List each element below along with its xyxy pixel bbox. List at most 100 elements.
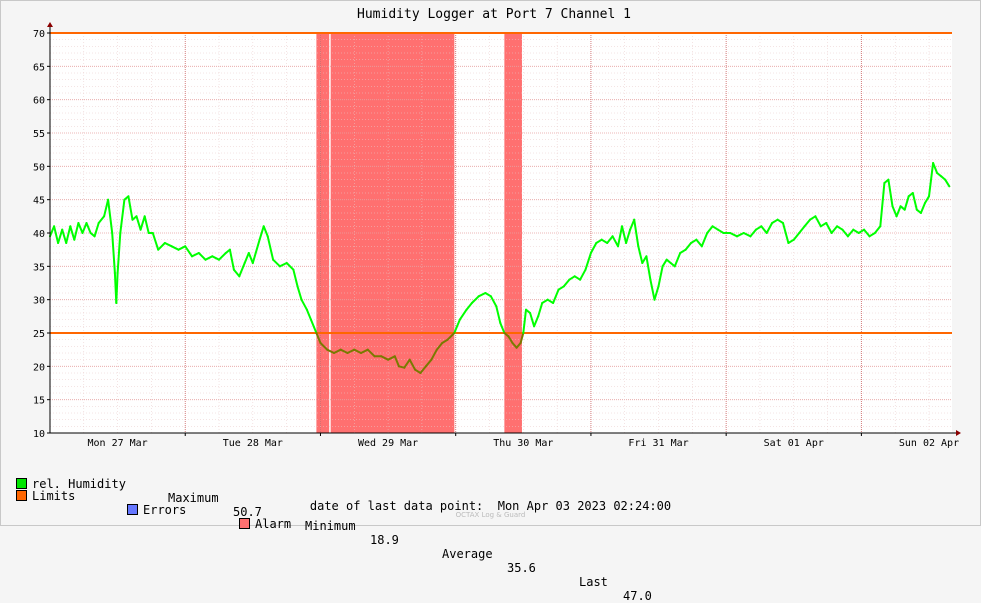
humidity-segment	[771, 218, 779, 224]
humidity-point	[529, 312, 531, 314]
humidity-point	[798, 232, 801, 234]
humidity-point	[81, 232, 84, 234]
humidity-segment	[700, 232, 709, 248]
last-data-point-value: Mon Apr 03 2023 02:24:00	[497, 499, 672, 513]
humidity-point	[633, 218, 636, 221]
stat-last-value: 47.0	[623, 589, 652, 603]
humidity-point	[749, 235, 752, 238]
humidity-segment	[792, 232, 801, 241]
humidity-point	[803, 225, 806, 228]
humidity-point	[717, 228, 719, 231]
humidity-segment	[717, 228, 725, 234]
humidity-point	[661, 265, 664, 268]
humidity-point	[629, 228, 631, 231]
humidity-segment	[903, 195, 910, 211]
humidity-point	[306, 308, 308, 311]
humidity-point	[61, 228, 64, 231]
humidity-segment	[243, 252, 250, 264]
humidity-point	[123, 198, 126, 201]
humidity-segment	[633, 218, 640, 248]
legend-errors-label: Errors	[143, 503, 187, 517]
humidity-segment	[419, 365, 427, 374]
humidity-segment	[177, 245, 187, 251]
humidity-point	[579, 278, 581, 281]
humidity-segment	[645, 255, 652, 281]
humidity-point	[157, 248, 160, 251]
humidity-point	[279, 265, 281, 268]
humidity-point	[706, 232, 709, 234]
y-tick-label: 25	[33, 329, 45, 340]
humidity-point	[441, 342, 444, 344]
humidity-segment	[589, 242, 598, 254]
humidity-segment	[127, 195, 134, 221]
humidity-segment	[258, 225, 265, 241]
humidity-point	[924, 202, 926, 204]
humidity-point	[552, 302, 554, 304]
humidity-point	[606, 242, 609, 244]
humidity-point	[131, 218, 134, 221]
humidity-segment	[924, 195, 930, 204]
humidity-point	[546, 298, 549, 301]
humidity-point	[435, 348, 438, 351]
last-data-point-label: date of last data point:	[309, 499, 484, 513]
humidity-segment	[184, 245, 193, 258]
alarm-swatch	[239, 518, 250, 529]
humidity-segment	[928, 162, 935, 198]
humidity-point	[563, 285, 565, 288]
humidity-segment	[305, 308, 312, 321]
humidity-point	[771, 222, 773, 224]
humidity-segment	[111, 232, 116, 274]
humidity-segment	[93, 222, 100, 238]
y-tick-label: 30	[33, 296, 45, 307]
humidity-segment	[139, 215, 146, 231]
humidity-point	[557, 288, 560, 291]
humidity-point	[841, 228, 844, 231]
humidity-point	[760, 225, 763, 228]
humidity-point	[346, 352, 349, 354]
humidity-point	[446, 338, 449, 341]
legend-limits: Limits	[16, 489, 75, 503]
humidity-point	[814, 215, 817, 218]
humidity-segment	[765, 222, 774, 234]
stat-average-label: Average	[442, 547, 493, 561]
humidity-point	[218, 258, 220, 261]
humidity-segment	[579, 268, 587, 281]
humidity-point	[541, 302, 544, 304]
humidity-segment	[606, 235, 614, 244]
humidity-point	[499, 322, 502, 324]
humidity-point	[657, 285, 660, 288]
humidity-point	[69, 225, 72, 228]
humidity-point	[197, 252, 200, 254]
humidity-point	[537, 315, 540, 318]
humidity-segment	[814, 215, 822, 228]
y-tick-label: 20	[33, 362, 45, 373]
humidity-segment	[557, 285, 565, 291]
humidity-point	[238, 275, 241, 278]
humidity-segment	[163, 242, 173, 248]
legend-alarm-label: Alarm	[255, 517, 292, 531]
humidity-point	[729, 232, 732, 234]
humidity-segment	[625, 228, 632, 244]
humidity-point	[525, 308, 527, 311]
humidity-point	[93, 235, 96, 238]
humidity-point	[928, 195, 930, 198]
humidity-point	[522, 332, 525, 334]
humidity-point	[484, 292, 487, 294]
humidity-point	[65, 242, 68, 244]
humidity-point	[868, 235, 871, 238]
humidity-point	[490, 295, 492, 298]
humidity-segment	[346, 348, 356, 354]
humidity-point	[147, 232, 150, 234]
humidity-point	[533, 325, 535, 328]
humidity-point	[863, 228, 865, 231]
humidity-segment	[657, 265, 664, 288]
limit-lines	[50, 32, 952, 334]
humidity-segment	[711, 225, 719, 231]
humidity-point	[819, 225, 822, 228]
humidity-point	[393, 355, 396, 358]
humidity-point	[453, 332, 456, 334]
y-tick-label: 70	[33, 29, 45, 40]
humidity-segment	[170, 245, 180, 251]
humidity-point	[135, 215, 138, 218]
y-tick-label: 35	[33, 262, 45, 273]
